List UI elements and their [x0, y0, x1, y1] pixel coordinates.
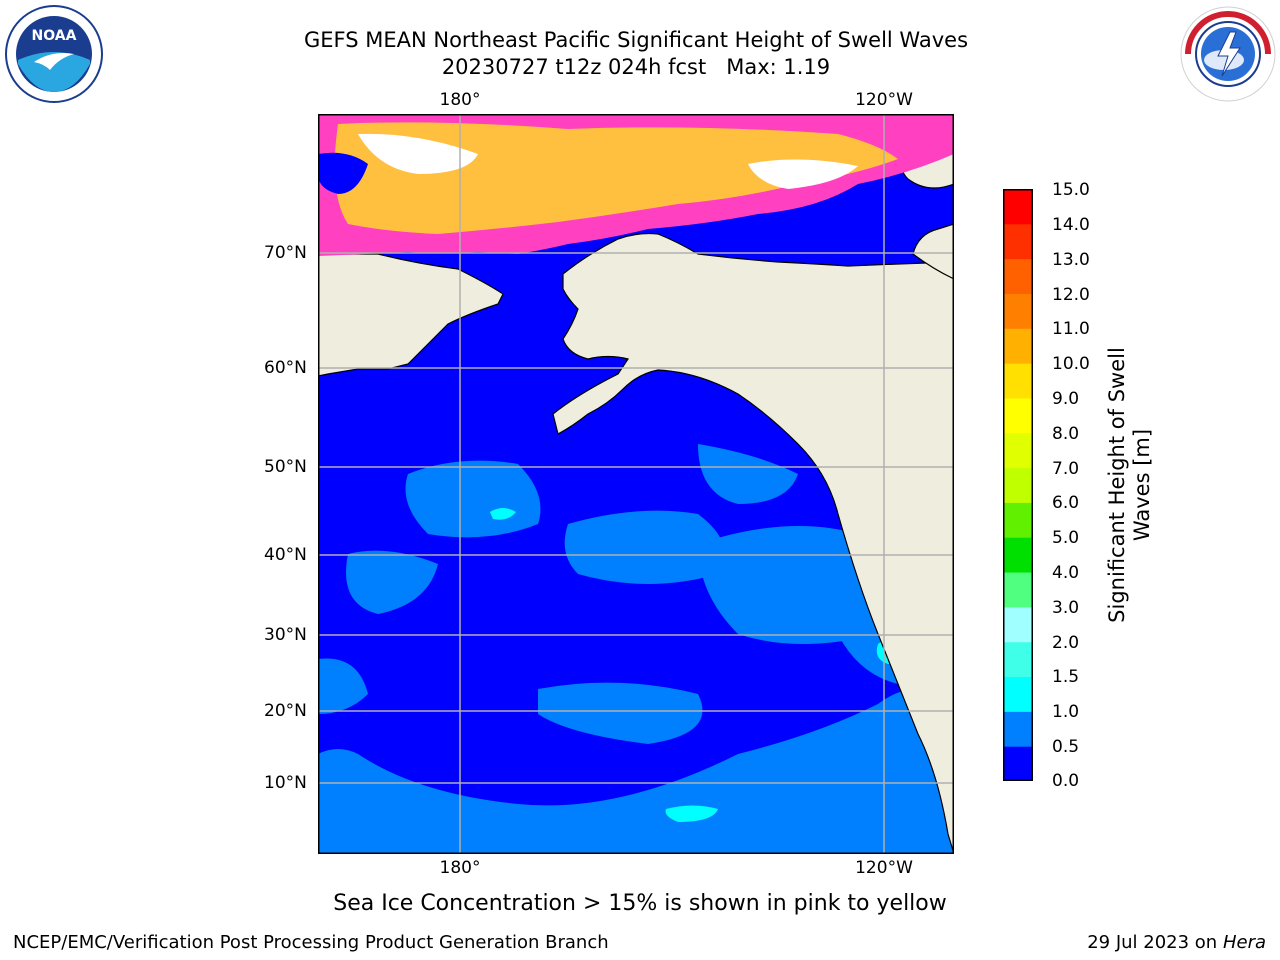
- colorbar-tick: 2.0: [1052, 633, 1080, 653]
- colorbar-tick: 6.0: [1052, 493, 1080, 513]
- colorbar-tick: 13.0: [1052, 250, 1090, 270]
- lon-label-top-180: 180°: [439, 90, 481, 110]
- lat-label-60n: 60°N: [264, 358, 307, 378]
- svg-text:NOAA: NOAA: [32, 28, 77, 44]
- footer-right: 29 Jul 2023 on Hera: [1087, 932, 1266, 954]
- colorbar-bin: [1003, 363, 1033, 399]
- colorbar-bin: [1003, 676, 1033, 712]
- map-svg: [317, 112, 955, 855]
- colorbar-bin: [1003, 537, 1033, 573]
- colorbar-tick: 9.0: [1052, 389, 1080, 409]
- colorbar-tick: 7.0: [1052, 459, 1080, 479]
- chart-title-line1: GEFS MEAN Northeast Pacific Significant …: [303, 28, 969, 52]
- colorbar-tick: 3.0: [1052, 598, 1080, 618]
- colorbar-tick: 5.0: [1052, 528, 1080, 548]
- colorbar-tick: 12.0: [1052, 285, 1090, 305]
- colorbar: [1003, 189, 1033, 782]
- map-gridlines: [318, 114, 954, 854]
- chart-title-line2: 20230727 t12z 024h fcst Max: 1.19: [441, 55, 831, 79]
- colorbar-tick: 10.0: [1052, 354, 1090, 374]
- sea-ice-area: [318, 114, 954, 256]
- colorbar-bin: [1003, 223, 1033, 260]
- lat-label-20n: 20°N: [264, 701, 307, 721]
- colorbar-bin: [1003, 502, 1033, 538]
- lat-label-40n: 40°N: [264, 545, 307, 565]
- lon-label-top-120w: 120°W: [855, 90, 913, 110]
- lat-label-70n: 70°N: [264, 243, 307, 263]
- colorbar-bin: [1003, 258, 1033, 294]
- colorbar-tick: 1.0: [1052, 702, 1080, 722]
- lat-label-10n: 10°N: [264, 773, 307, 793]
- nws-logo: [1178, 4, 1278, 104]
- map-panel: [317, 112, 955, 855]
- colorbar-tick: 14.0: [1052, 215, 1090, 235]
- colorbar-bin: [1003, 467, 1033, 503]
- lat-label-30n: 30°N: [264, 625, 307, 645]
- colorbar-frame: [1003, 189, 1033, 781]
- footer-host: Hera: [1222, 932, 1266, 953]
- colorbar-tick: 11.0: [1052, 319, 1090, 339]
- colorbar-bin: [1003, 189, 1033, 225]
- colorbar-tick: 15.0: [1052, 180, 1090, 200]
- colorbar-tick: 8.0: [1052, 424, 1080, 444]
- colorbar-tick: 0.0: [1052, 771, 1080, 791]
- footer-left: NCEP/EMC/Verification Post Processing Pr…: [13, 932, 609, 953]
- footer-date: 29 Jul 2023 on: [1087, 932, 1223, 953]
- map-frame: [318, 114, 954, 854]
- colorbar-svg: [1003, 189, 1033, 782]
- lon-label-bottom-120w: 120°W: [855, 858, 913, 878]
- colorbar-bin: [1003, 606, 1033, 643]
- colorbar-tick: 0.5: [1052, 737, 1080, 757]
- colorbar-bin: [1003, 293, 1033, 329]
- colorbar-bin: [1003, 397, 1033, 434]
- colorbar-bin: [1003, 746, 1033, 782]
- lat-label-50n: 50°N: [264, 457, 307, 477]
- sea-ice-note: Sea Ice Concentration > 15% is shown in …: [333, 891, 947, 916]
- colorbar-tick: 1.5: [1052, 667, 1080, 687]
- noaa-logo: NOAA: [4, 4, 104, 104]
- colorbar-bin: [1003, 328, 1033, 364]
- colorbar-bin: [1003, 572, 1033, 608]
- colorbar-bin: [1003, 711, 1033, 747]
- colorbar-tick: 4.0: [1052, 563, 1080, 583]
- lon-label-bottom-180: 180°: [439, 858, 481, 878]
- colorbar-label: Significant Height of Swell Waves [m]: [1105, 347, 1154, 623]
- colorbar-bin: [1003, 641, 1033, 678]
- colorbar-bin: [1003, 432, 1033, 469]
